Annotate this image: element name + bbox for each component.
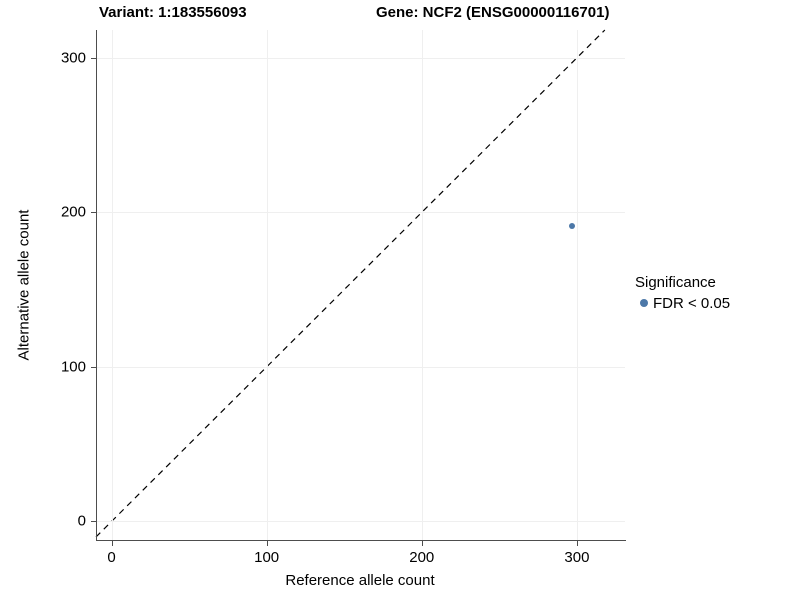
gridline-horizontal <box>96 521 625 523</box>
gridline-horizontal <box>96 366 625 368</box>
plot-panel <box>95 29 625 540</box>
y-axis-tick-label: 300 <box>60 49 86 67</box>
data-point[interactable] <box>569 223 576 230</box>
chart-title-bar: Variant: 1:183556093 Gene: NCF2 (ENSG000… <box>0 0 800 28</box>
gridline-horizontal <box>96 57 625 59</box>
x-axis-tick <box>421 541 423 546</box>
identity-reference-line <box>95 29 606 538</box>
x-axis-tick-label: 100 <box>254 549 280 566</box>
y-axis-tick <box>91 57 96 59</box>
y-axis-line <box>96 30 97 540</box>
x-axis-tick-label: 200 <box>409 549 435 566</box>
legend-title: Significance <box>635 274 716 291</box>
legend-marker-circle-icon <box>635 299 653 307</box>
x-axis-tick-label: 300 <box>564 549 590 566</box>
gridline-horizontal <box>96 212 625 214</box>
x-axis-tick <box>111 541 113 546</box>
gridline-vertical <box>421 30 423 540</box>
x-axis-tick-label: 0 <box>107 549 116 566</box>
gridline-vertical <box>576 30 578 540</box>
gridline-vertical <box>266 30 268 540</box>
y-axis-tick <box>91 212 96 214</box>
y-axis-tick-label: 0 <box>77 512 86 530</box>
x-axis-tick <box>576 541 578 546</box>
gene-title: Gene: NCF2 (ENSG00000116701) <box>376 4 610 21</box>
y-axis-tick-label: 100 <box>60 358 86 376</box>
y-axis-tick-label: 200 <box>60 203 86 221</box>
legend-item-label: FDR < 0.05 <box>653 294 731 312</box>
y-axis-tick <box>91 521 96 523</box>
y-axis-label: Alternative allele count <box>15 209 33 361</box>
legend: Significance FDR < 0.05 <box>635 274 795 313</box>
gridline-vertical <box>111 30 113 540</box>
x-axis-label: Reference allele count <box>285 572 435 589</box>
variant-title: Variant: 1:183556093 <box>99 4 247 21</box>
x-axis-tick <box>266 541 268 546</box>
x-axis-line <box>96 540 626 541</box>
legend-item-fdr[interactable]: FDR < 0.05 <box>635 293 795 313</box>
y-axis-tick <box>91 366 96 368</box>
